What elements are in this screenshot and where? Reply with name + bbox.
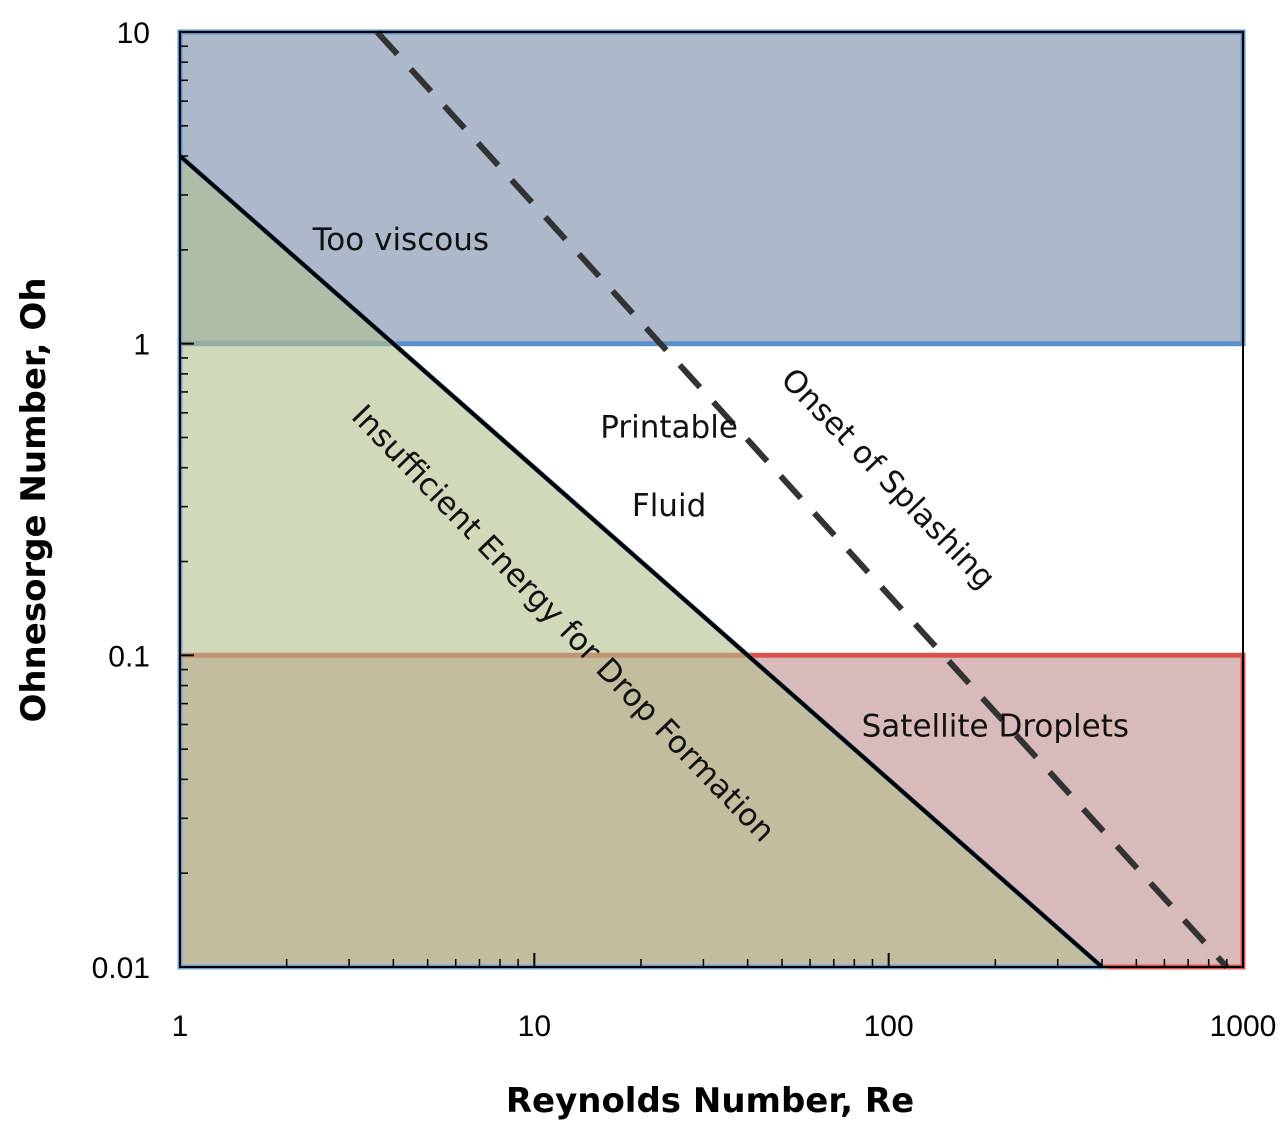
- line-onset-of-splashing: [374, 29, 1230, 970]
- annotation-printable-fluid-1: Printable: [600, 409, 738, 445]
- x-tick-label: 10: [518, 1010, 551, 1043]
- x-axis-title: Reynolds Number, Re: [506, 1081, 914, 1121]
- x-tick-label: 100: [864, 1010, 914, 1043]
- annotation-satellite-droplets: Satellite Droplets: [862, 708, 1129, 744]
- y-tick-label: 0.01: [92, 952, 150, 985]
- annotation-too-viscous: Too viscous: [312, 222, 489, 258]
- axes-layer: 1 10 100 1000 10 1 0.1 0.01: [92, 17, 1277, 1043]
- annotation-printable-fluid-2: Fluid: [632, 488, 706, 524]
- y-tick-label: 10: [117, 17, 150, 50]
- y-axis-title: Ohnesorge Number, Oh: [14, 277, 54, 722]
- y-tick-label: 1: [133, 329, 150, 362]
- annotation-onset-of-splashing: Onset of Splashing: [774, 361, 1003, 596]
- regions-layer: [177, 29, 1246, 970]
- line-printable-boundary: [178, 154, 1104, 969]
- x-tick-label: 1000: [1210, 1010, 1277, 1043]
- plot-frame: [179, 31, 1244, 968]
- x-tick-label: 1: [172, 1010, 189, 1043]
- y-tick-label: 0.1: [108, 640, 150, 673]
- boundary-lines-layer: [178, 29, 1230, 970]
